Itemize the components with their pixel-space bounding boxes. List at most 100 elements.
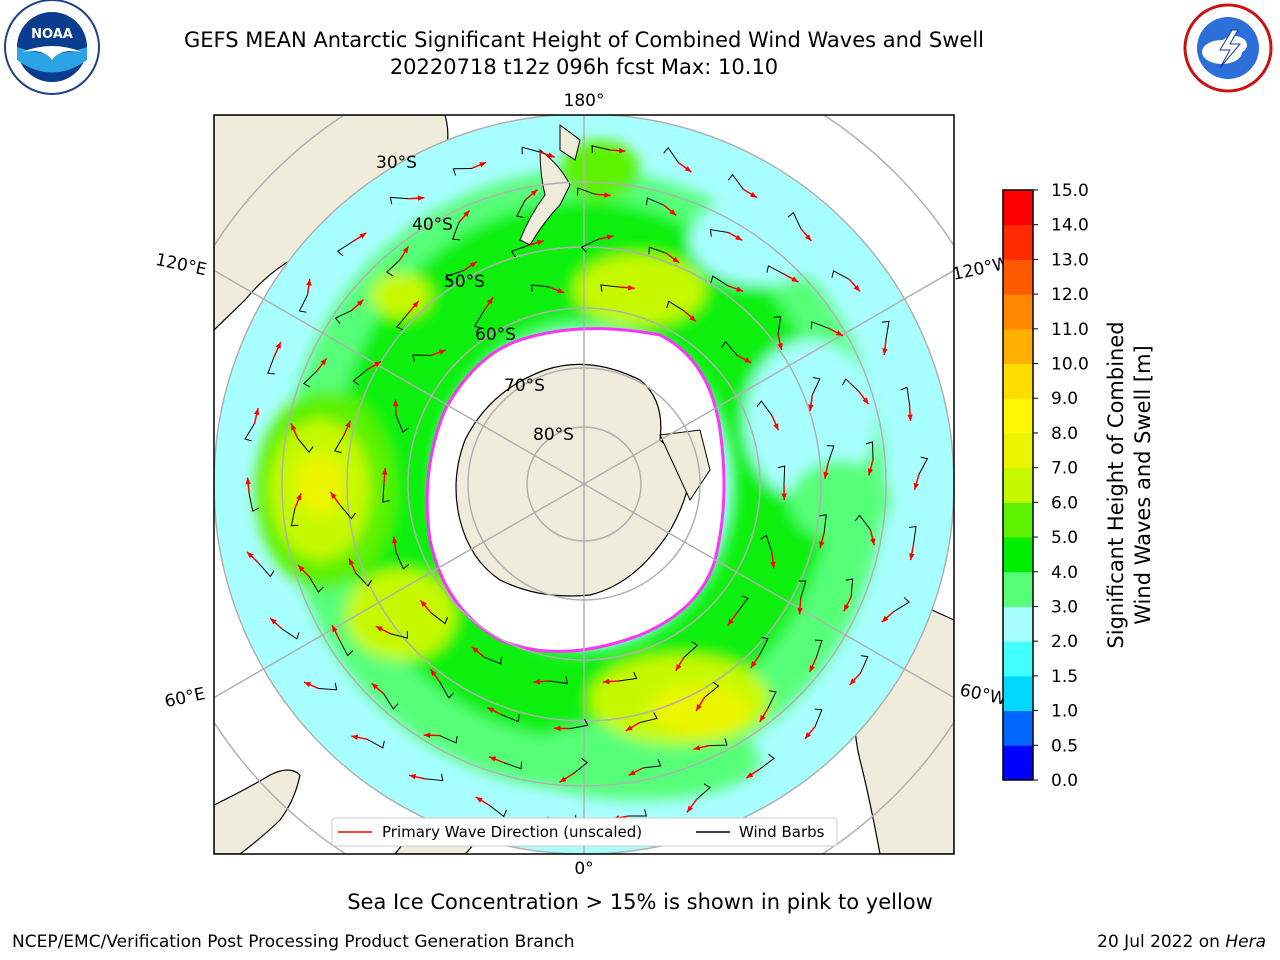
wave-arrow-head (375, 626, 383, 632)
wind-barb (366, 738, 385, 749)
wave-arrow-head (867, 468, 874, 476)
wave-arrow-head (628, 285, 635, 291)
colorbar-swatch (1003, 745, 1033, 781)
wave-arrow-head (909, 553, 915, 561)
wave-arrow-head (296, 493, 302, 501)
wave-arrow-head (475, 797, 483, 803)
wave-arrows (244, 145, 929, 823)
wind-barb (338, 639, 354, 657)
wave-arrow-head (870, 538, 876, 546)
wave-height-field (214, 115, 954, 854)
wind-barb (845, 578, 854, 597)
wave-arrow-head (696, 704, 702, 711)
wind-barb (819, 514, 827, 533)
wind-barb (382, 483, 390, 503)
wave-arrow-head (345, 420, 351, 428)
wave-arrow-head (602, 678, 610, 685)
wave-arrow-head (823, 471, 829, 479)
wind-barb (663, 146, 679, 163)
wind-barb (854, 514, 871, 531)
wave-legend-label: Primary Wave Direction (unscaled) (382, 823, 642, 841)
wind-barb (760, 534, 773, 553)
wave-arrow-head (773, 423, 779, 431)
wave-arrow-head (417, 195, 425, 201)
wind-barb (389, 631, 408, 639)
colorbar-swatch (1003, 537, 1033, 573)
wind-barb (759, 636, 769, 655)
colorbar-tick-label: 5.0 (1051, 528, 1078, 548)
wind-barb (811, 377, 821, 396)
wave-arrow-head (356, 299, 364, 307)
wind-barb (445, 270, 464, 283)
wind-barb (773, 316, 782, 335)
meridian-label: 180° (564, 91, 605, 111)
wind-barb (814, 708, 823, 727)
wind-barb (424, 773, 444, 782)
colorbar-swatch (1003, 467, 1033, 503)
wind-barb (860, 655, 869, 674)
colorbar-swatch (1003, 606, 1033, 642)
wave-arrow-head (412, 300, 419, 308)
wave-arrow-head (479, 162, 487, 168)
wave-arrow-head (808, 404, 814, 411)
colorbar-tick-label: 1.5 (1051, 667, 1078, 687)
wind-barb (639, 712, 658, 724)
wind-barb (767, 690, 777, 709)
footer-date: 20 Jul 2022 on Hera (1097, 932, 1266, 952)
wind-barb (248, 493, 260, 512)
wind-barb (580, 238, 599, 253)
wave-arrow-head (750, 661, 757, 669)
wave-arrow-head (487, 707, 495, 713)
wave-arrow-head (672, 256, 680, 263)
parallel-label: 80°S (533, 425, 574, 445)
wind-barb (766, 265, 785, 275)
wave-arrow-head (835, 330, 843, 336)
wave-arrow-head (675, 663, 682, 671)
wind-barb (628, 809, 648, 817)
wave-arrow-head (438, 349, 446, 355)
colorbar-swatch (1003, 224, 1033, 260)
wave-arrow-head (853, 284, 860, 292)
wave-arrow-head (547, 152, 555, 158)
wind-barb (642, 759, 662, 769)
wave-arrow-head (746, 772, 754, 779)
wind-barb (909, 525, 917, 545)
colorbar-swatch (1003, 190, 1033, 226)
wave-arrow-head (297, 565, 305, 572)
parallel-label: 50°S (444, 272, 485, 292)
colorbar-tick-label: 15.0 (1051, 181, 1089, 201)
wave-arrow-head (253, 408, 260, 415)
wind-barb (704, 681, 720, 698)
wave-arrow-head (625, 725, 633, 731)
wave-arrow-head (349, 558, 355, 566)
wind-barb (244, 423, 255, 442)
wave-arrow-head (882, 348, 888, 356)
wind-barb (814, 639, 823, 658)
colorbar-title-line1: Significant Height of Combined (1104, 321, 1128, 648)
wave-arrow-head (392, 399, 399, 407)
wind-barb (308, 576, 324, 593)
wind-barb (576, 187, 596, 196)
wind-barb (339, 504, 356, 520)
noaa-logo: NOAA (4, 0, 100, 95)
colorbar-tick-label: 8.0 (1051, 424, 1078, 444)
colorbar-tick-label: 2.0 (1051, 632, 1078, 652)
graticule (214, 115, 954, 854)
wind-barb (865, 441, 874, 460)
wave-arrow-head (557, 287, 565, 294)
wind-barb (258, 562, 275, 578)
meridian-labels: 180° 120°E 120°W 60°E 60°W 0° (154, 91, 1012, 879)
wind-barb (727, 173, 744, 190)
wave-arrow-head (489, 756, 497, 762)
colorbar-swatch (1003, 363, 1033, 399)
wave-arrow-head (618, 147, 626, 154)
wave-arrow-head (409, 774, 417, 780)
wave-arrow-head (530, 189, 538, 196)
wave-arrow-head (430, 669, 437, 677)
colorbar-swatch (1003, 432, 1033, 469)
wind-barb (395, 415, 409, 433)
colorbar-title-line2: Wind Waves and Swell [m] (1131, 345, 1155, 625)
wind-barb (395, 552, 410, 570)
parallel-label: 40°S (412, 215, 453, 235)
